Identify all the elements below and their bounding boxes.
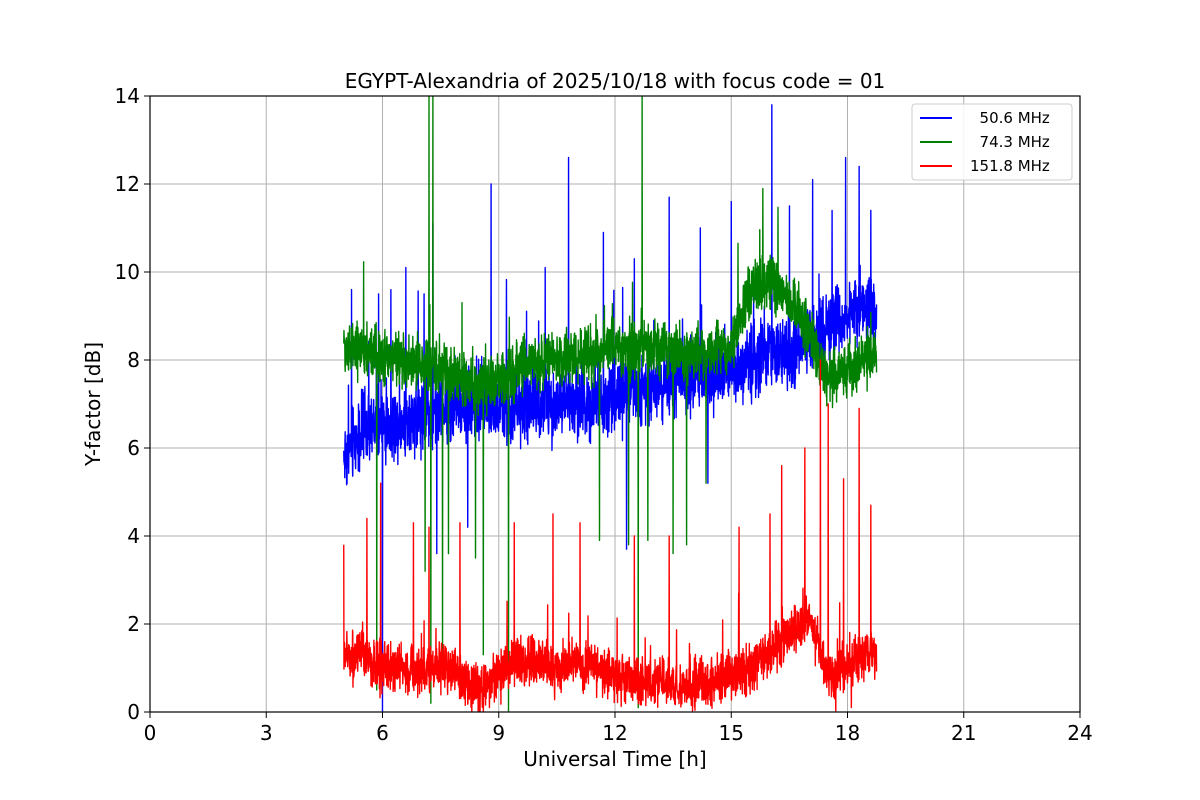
legend-label: 74.3 MHz	[970, 133, 1050, 151]
y-tick-label: 10	[115, 260, 140, 284]
x-tick-label: 3	[260, 721, 273, 745]
x-tick-label: 24	[1067, 721, 1092, 745]
y-axis-label: Y-factor [dB]	[81, 342, 105, 467]
y-tick-label: 12	[115, 172, 140, 196]
x-tick-label: 18	[835, 721, 860, 745]
x-tick-label: 6	[376, 721, 389, 745]
x-tick-label: 0	[144, 721, 157, 745]
y-tick-label: 4	[127, 524, 140, 548]
legend-label: 50.6 MHz	[970, 109, 1050, 127]
series-layer	[343, 96, 878, 712]
legend: 50.6 MHz 74.3 MHz 151.8 MHz	[911, 103, 1073, 181]
y-tick-label: 6	[127, 436, 140, 460]
legend-box	[911, 103, 1073, 181]
x-tick-label: 15	[719, 721, 744, 745]
x-tick-label: 21	[951, 721, 976, 745]
y-tick-label: 0	[127, 700, 140, 724]
x-tick-label: 12	[602, 721, 627, 745]
y-tick-label: 8	[127, 348, 140, 372]
y-tick-label: 14	[115, 84, 140, 108]
chart-title: EGYPT-Alexandria of 2025/10/18 with focu…	[345, 69, 886, 93]
series-line-74-3-mhz	[343, 96, 878, 712]
series-line-50-6-mhz	[343, 104, 878, 712]
x-tick-label: 9	[492, 721, 505, 745]
legend-label: 151.8 MHz	[970, 157, 1050, 175]
y-tick-label: 2	[127, 612, 140, 636]
x-axis-label: Universal Time [h]	[523, 747, 706, 771]
series-line-151-8-mhz	[343, 359, 878, 712]
